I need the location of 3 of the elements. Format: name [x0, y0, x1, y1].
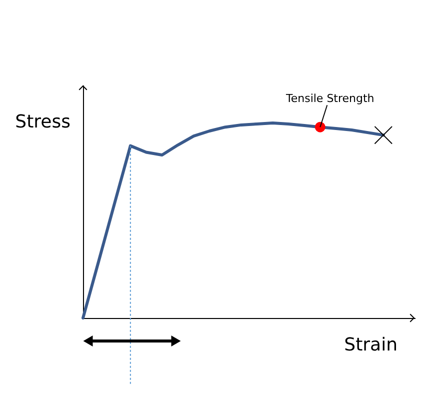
annotation: Tensile Strength: [285, 92, 374, 106]
y-axis-title: Stress: [15, 112, 70, 132]
x-axis-title: Strain: [344, 334, 398, 356]
